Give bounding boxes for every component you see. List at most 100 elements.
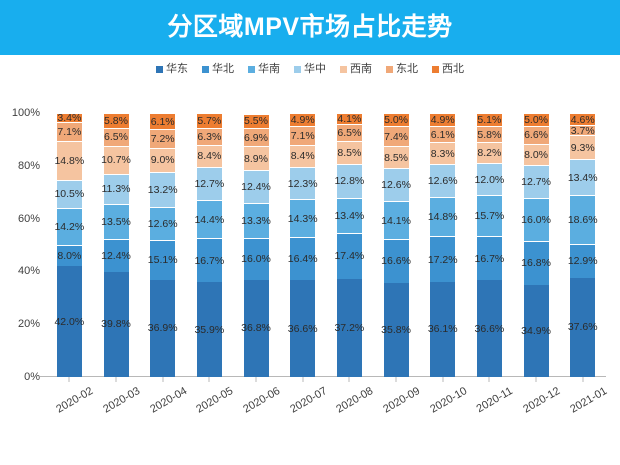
bar-segment-华南[interactable]: 18.6% bbox=[568, 194, 598, 244]
bar-segment-东北[interactable]: 6.5% bbox=[336, 124, 362, 142]
bar-segment-西北[interactable]: 3.4% bbox=[56, 113, 82, 123]
stacked-bar[interactable]: 36.6% 16.4% 14.3% 12.3% 8.4% 7.1% 4.9% bbox=[288, 113, 318, 377]
bar-segment-华东[interactable]: 36.8% bbox=[241, 279, 271, 377]
stacked-bar[interactable]: 35.8% 16.6% 14.1% 12.6% 8.5% 7.4% 5.0% bbox=[381, 113, 411, 377]
bar-segment-华中[interactable]: 12.4% bbox=[241, 169, 271, 203]
bar-segment-华北[interactable]: 16.0% bbox=[241, 237, 271, 280]
bar-segment-华北[interactable]: 12.4% bbox=[101, 239, 131, 272]
stacked-bar[interactable]: 36.8% 16.0% 13.3% 12.4% 8.9% 6.9% 5.5% bbox=[241, 113, 271, 377]
bar-segment-西北[interactable]: 5.5% bbox=[243, 113, 269, 129]
bar-segment-西北[interactable]: 4.9% bbox=[290, 113, 316, 126]
bar-segment-华北[interactable]: 16.7% bbox=[194, 238, 224, 283]
stacked-bar[interactable]: 42.0% 8.0% 14.2% 10.5% 14.8% 7.1% 3.4% bbox=[54, 113, 84, 377]
stacked-bar[interactable]: 37.6% 12.9% 18.6% 13.4% 9.3% 3.7% 4.6% bbox=[568, 113, 598, 377]
bar-segment-华北[interactable]: 16.4% bbox=[288, 237, 318, 281]
bar-segment-华东[interactable]: 36.6% bbox=[474, 280, 504, 377]
stacked-bar[interactable]: 36.9% 15.1% 12.6% 13.2% 9.0% 7.2% 6.1% bbox=[148, 113, 178, 377]
stacked-bar[interactable]: 39.8% 12.4% 13.5% 11.3% 10.7% 6.5% 5.8% bbox=[101, 113, 131, 377]
bar-segment-华北[interactable]: 12.9% bbox=[568, 243, 598, 278]
bar-segment-东北[interactable]: 3.7% bbox=[570, 125, 596, 135]
bar-segment-华南[interactable]: 13.5% bbox=[101, 203, 131, 240]
legend-item-华东[interactable]: 华东 bbox=[156, 63, 188, 75]
legend-item-华南[interactable]: 华南 bbox=[248, 63, 280, 75]
bar-segment-华北[interactable]: 17.4% bbox=[334, 232, 364, 279]
bar-segment-东北[interactable]: 6.5% bbox=[103, 128, 129, 146]
bar-segment-华南[interactable]: 15.7% bbox=[474, 195, 504, 237]
bar-segment-华南[interactable]: 14.3% bbox=[288, 199, 318, 238]
bar-segment-华中[interactable]: 12.6% bbox=[381, 168, 411, 202]
bar-segment-华中[interactable]: 11.3% bbox=[102, 173, 131, 204]
bar-segment-西南[interactable]: 9.3% bbox=[570, 134, 596, 160]
bar-segment-西北[interactable]: 4.9% bbox=[430, 113, 456, 126]
bar-segment-西南[interactable]: 14.8% bbox=[54, 140, 84, 180]
bar-segment-华东[interactable]: 42.0% bbox=[54, 266, 84, 377]
bar-segment-西南[interactable]: 9.0% bbox=[150, 148, 176, 172]
bar-segment-华北[interactable]: 15.1% bbox=[148, 239, 178, 280]
stacked-bar[interactable]: 37.2% 17.4% 13.4% 12.8% 8.5% 6.5% 4.1% bbox=[334, 113, 364, 377]
bar-segment-华北[interactable]: 16.7% bbox=[474, 236, 504, 281]
stacked-bar[interactable]: 36.1% 17.2% 14.8% 12.6% 8.3% 6.1% 4.9% bbox=[428, 113, 458, 377]
bar-segment-华中[interactable]: 12.7% bbox=[521, 164, 551, 199]
bar-segment-华南[interactable]: 14.8% bbox=[428, 197, 458, 237]
stacked-bar[interactable]: 34.9% 16.8% 16.0% 12.7% 8.0% 6.6% 5.0% bbox=[521, 113, 551, 377]
bar-segment-西南[interactable]: 8.2% bbox=[476, 141, 502, 164]
bar-segment-华中[interactable]: 12.3% bbox=[288, 166, 318, 200]
bar-segment-华南[interactable]: 14.1% bbox=[381, 201, 411, 239]
stacked-bar[interactable]: 36.6% 16.7% 15.7% 12.0% 8.2% 5.8% 5.1% bbox=[474, 113, 504, 377]
bar-segment-华南[interactable]: 13.3% bbox=[241, 202, 271, 238]
bar-segment-东北[interactable]: 6.1% bbox=[430, 125, 456, 143]
legend-item-东北[interactable]: 东北 bbox=[386, 63, 418, 75]
bar-segment-华中[interactable]: 12.0% bbox=[474, 163, 504, 195]
bar-segment-华中[interactable]: 12.6% bbox=[428, 163, 458, 198]
bar-segment-华东[interactable]: 37.2% bbox=[334, 278, 364, 377]
bar-segment-西北[interactable]: 5.7% bbox=[196, 113, 222, 129]
bar-segment-西南[interactable]: 10.7% bbox=[101, 145, 131, 174]
bar-segment-华南[interactable]: 14.2% bbox=[54, 207, 84, 246]
bar-segment-华东[interactable]: 35.9% bbox=[194, 282, 224, 377]
bar-segment-东北[interactable]: 6.3% bbox=[196, 128, 222, 145]
bar-segment-西南[interactable]: 8.0% bbox=[523, 143, 549, 165]
bar-segment-华中[interactable]: 10.5% bbox=[54, 179, 84, 208]
bar-segment-华东[interactable]: 35.8% bbox=[381, 282, 411, 377]
bar-segment-西北[interactable]: 5.1% bbox=[476, 113, 502, 127]
bar-segment-华东[interactable]: 39.8% bbox=[101, 271, 131, 377]
bar-segment-华东[interactable]: 37.6% bbox=[568, 277, 598, 377]
bar-segment-西北[interactable]: 5.0% bbox=[383, 113, 409, 127]
bar-segment-西南[interactable]: 8.3% bbox=[430, 142, 456, 164]
bar-segment-东北[interactable]: 7.4% bbox=[383, 126, 409, 146]
bar-segment-华东[interactable]: 36.9% bbox=[148, 279, 178, 377]
bar-segment-西北[interactable]: 5.0% bbox=[523, 113, 549, 127]
bar-segment-西南[interactable]: 8.9% bbox=[243, 146, 269, 170]
bar-segment-华中[interactable]: 13.4% bbox=[568, 159, 598, 195]
bar-segment-西南[interactable]: 8.4% bbox=[290, 144, 316, 167]
legend-item-华北[interactable]: 华北 bbox=[202, 63, 234, 75]
stacked-bar[interactable]: 35.9% 16.7% 14.4% 12.7% 8.4% 6.3% 5.7% bbox=[194, 113, 224, 377]
bar-segment-西南[interactable]: 8.5% bbox=[336, 141, 362, 164]
bar-segment-华南[interactable]: 12.6% bbox=[148, 206, 178, 240]
bar-segment-华南[interactable]: 16.0% bbox=[521, 198, 551, 241]
bar-segment-西南[interactable]: 8.5% bbox=[383, 145, 409, 169]
bar-segment-华南[interactable]: 14.4% bbox=[194, 200, 224, 239]
legend-item-西南[interactable]: 西南 bbox=[340, 63, 372, 75]
bar-segment-东北[interactable]: 7.2% bbox=[150, 129, 176, 149]
bar-segment-西北[interactable]: 4.6% bbox=[570, 113, 596, 126]
bar-segment-华南[interactable]: 13.4% bbox=[334, 197, 364, 233]
bar-segment-华中[interactable]: 12.8% bbox=[334, 163, 364, 198]
bar-segment-东北[interactable]: 7.1% bbox=[56, 122, 82, 141]
bar-segment-西北[interactable]: 6.1% bbox=[150, 113, 176, 130]
bar-segment-华中[interactable]: 13.2% bbox=[148, 171, 178, 207]
bar-segment-西南[interactable]: 8.4% bbox=[196, 144, 222, 167]
bar-segment-华北[interactable]: 16.6% bbox=[381, 238, 411, 283]
bar-segment-东北[interactable]: 5.8% bbox=[476, 126, 502, 142]
bar-segment-华北[interactable]: 17.2% bbox=[428, 236, 458, 282]
legend-item-华中[interactable]: 华中 bbox=[294, 63, 326, 75]
bar-segment-华东[interactable]: 36.1% bbox=[428, 281, 458, 377]
bar-segment-华东[interactable]: 36.6% bbox=[288, 280, 318, 377]
legend-item-西北[interactable]: 西北 bbox=[432, 63, 464, 75]
bar-segment-华北[interactable]: 16.8% bbox=[521, 240, 551, 285]
bar-segment-西北[interactable]: 5.8% bbox=[103, 113, 129, 129]
bar-segment-东北[interactable]: 7.1% bbox=[290, 125, 316, 145]
bar-segment-东北[interactable]: 6.6% bbox=[523, 126, 549, 144]
bar-segment-华北[interactable]: 8.0% bbox=[56, 245, 82, 267]
bar-segment-西北[interactable]: 4.1% bbox=[336, 113, 362, 125]
